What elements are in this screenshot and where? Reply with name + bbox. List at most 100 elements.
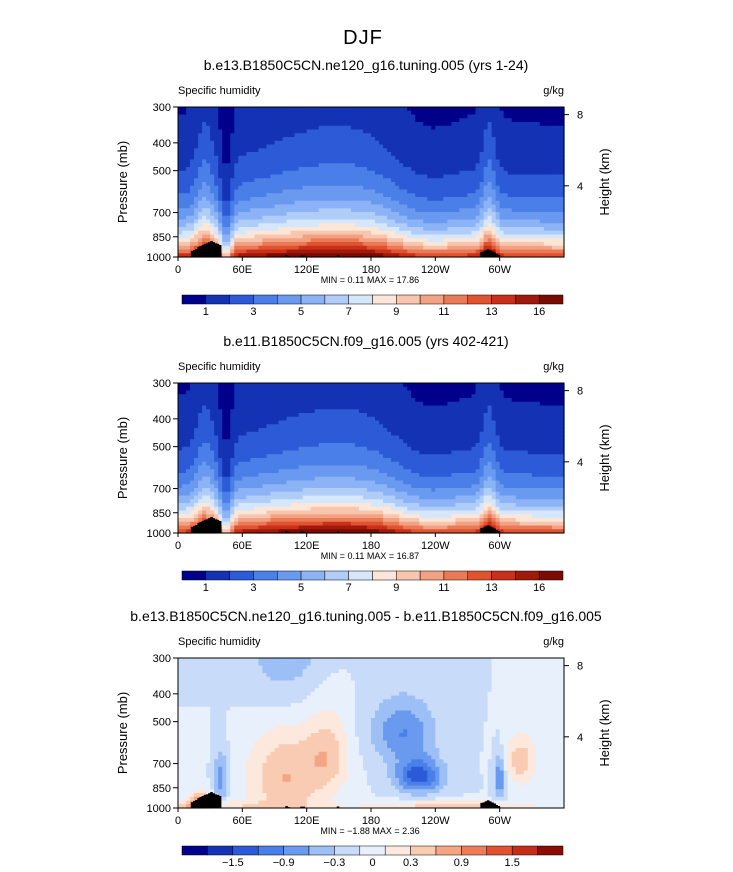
field-cell: [395, 118, 400, 123]
field-cell: [270, 416, 276, 422]
field-cell: [198, 174, 203, 179]
field-cell: [262, 167, 268, 172]
field-cell: [226, 148, 231, 153]
field-cell: [499, 133, 505, 138]
field-cell: [266, 152, 272, 157]
field-cell: [499, 129, 505, 134]
field-cell: [527, 159, 533, 164]
field-cell: [547, 253, 553, 258]
field-cell: [443, 122, 448, 127]
field-cell: [435, 129, 440, 134]
field-cell: [479, 208, 485, 213]
field-cell: [383, 223, 388, 228]
field-cell: [290, 215, 296, 221]
field-cell: [254, 521, 260, 527]
field-cell: [354, 167, 360, 172]
field-cell: [182, 182, 187, 187]
field-cell: [302, 114, 308, 119]
field-cell: [379, 185, 384, 191]
field-cell: [198, 428, 203, 433]
field-cell: [423, 200, 428, 206]
field-cell: [407, 140, 412, 146]
field-cell: [286, 122, 292, 127]
field-cell: [551, 208, 557, 213]
field-cell: [527, 125, 533, 131]
field-cell: [471, 174, 477, 179]
field-cell: [531, 227, 537, 232]
field-cell: [435, 242, 440, 247]
field-cell: [435, 133, 440, 138]
field-cell: [254, 428, 260, 433]
field-cell: [330, 144, 336, 149]
field-cell: [314, 234, 320, 239]
field-cell: [387, 140, 392, 146]
field-cell: [306, 107, 312, 112]
field-cell: [210, 200, 215, 206]
field-cell: [346, 144, 352, 149]
field-cell: [463, 129, 469, 134]
field-cell: [375, 215, 380, 221]
field-cell: [262, 514, 268, 519]
field-cell: [431, 110, 436, 116]
field-cell: [407, 125, 412, 131]
field-cell: [451, 167, 457, 172]
field-cell: [226, 439, 231, 444]
field-cell: [431, 215, 436, 221]
field-cell: [222, 458, 227, 463]
field-cell: [515, 208, 521, 213]
field-cell: [294, 234, 300, 239]
field-cell: [218, 420, 223, 425]
field-cell: [535, 174, 541, 179]
field-cell: [178, 514, 183, 519]
field-cell: [266, 219, 272, 224]
field-cell: [338, 249, 344, 254]
field-cell: [210, 461, 215, 467]
field-cell: [242, 223, 247, 228]
field-cell: [435, 118, 440, 123]
field-cell: [178, 491, 183, 497]
field-cell: [210, 476, 215, 482]
field-cell: [298, 219, 304, 224]
field-cell: [254, 469, 260, 474]
field-cell: [354, 189, 360, 194]
field-cell: [342, 174, 348, 179]
field-cell: [318, 185, 324, 191]
field-cell: [250, 200, 255, 206]
field-cell: [262, 189, 268, 194]
field-cell: [487, 197, 493, 202]
field-cell: [218, 401, 223, 407]
field-cell: [350, 148, 356, 153]
field-cell: [391, 182, 396, 187]
field-cell: [254, 204, 260, 209]
field-cell: [366, 114, 372, 119]
field-cell: [487, 163, 493, 168]
field-cell: [507, 137, 513, 142]
field-cell: [310, 174, 316, 179]
field-cell: [298, 163, 304, 168]
field-cell: [503, 182, 509, 187]
field-cell: [358, 178, 364, 183]
field-cell: [455, 212, 461, 217]
field-cell: [459, 144, 465, 149]
field-cell: [270, 178, 276, 183]
field-cell: [399, 208, 404, 213]
field-cell: [258, 253, 264, 258]
field-cell: [543, 245, 549, 251]
field-cell: [515, 148, 521, 153]
field-cell: [270, 458, 276, 463]
field-cell: [503, 129, 509, 134]
field-cell: [238, 401, 243, 407]
field-cell: [290, 193, 296, 198]
field-cell: [178, 223, 183, 228]
field-cell: [310, 170, 316, 176]
field-cell: [242, 514, 247, 519]
field-cell: [346, 208, 352, 213]
field-cell: [210, 499, 215, 504]
field-cell: [274, 155, 280, 161]
field-cell: [395, 140, 400, 146]
field-cell: [467, 200, 473, 206]
field-cell: [238, 182, 243, 187]
field-cell: [266, 514, 272, 519]
field-cell: [302, 122, 308, 127]
field-cell: [258, 137, 264, 142]
